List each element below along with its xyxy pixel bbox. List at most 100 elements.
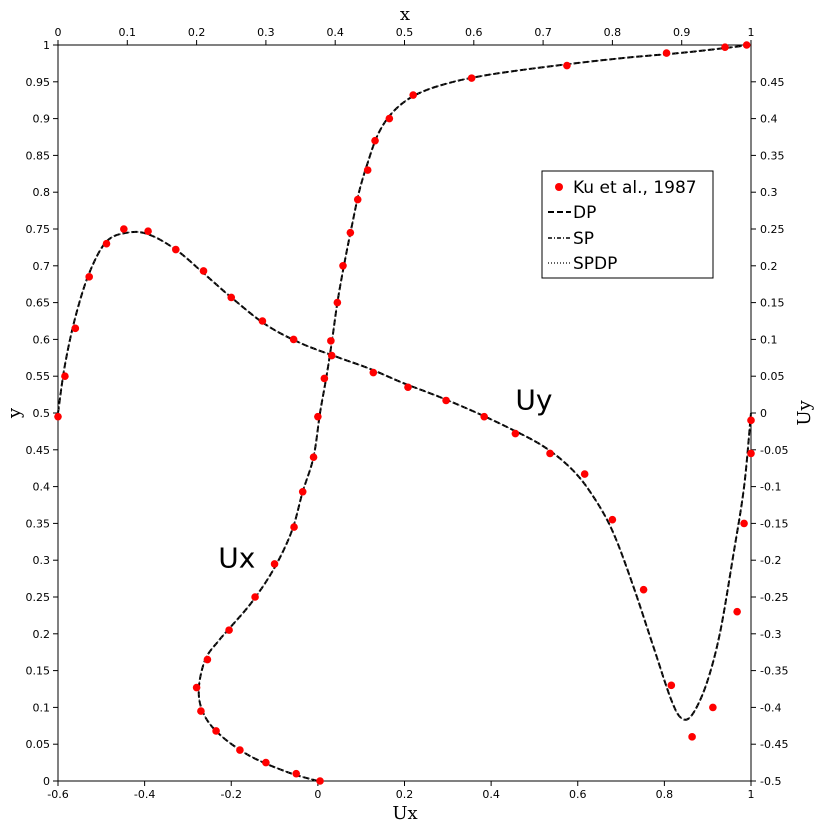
ux-reference-point [563,61,571,70]
top-tick-label: 0.6 [465,26,483,39]
left-tick-label: 0.25 [26,591,51,604]
ux-reference-point [298,487,307,496]
bottom-tick-label: -0.4 [134,788,155,801]
top-tick-label: 1 [748,26,755,39]
uy-curve-sp [57,231,752,721]
left-tick-label: 0.1 [33,701,51,714]
plot-frame [57,44,752,782]
uy-reference-point [144,227,152,236]
left-tick-label: 0.9 [33,113,51,126]
right-tick-label: -0.35 [760,665,788,678]
right-tick-label: 0.05 [760,370,785,383]
left-tick-label: 0 [43,775,50,788]
bottom-tick-label: -0.2 [221,788,242,801]
legend-label-sp: SP [573,229,594,249]
right-tick-label: -0.05 [760,444,788,457]
uy-reference-point [199,267,208,275]
uy-reference-point [102,239,111,248]
legend-label-dp: DP [573,203,596,223]
uy-reference-point [747,416,755,425]
right-tick-label: -0.15 [760,517,788,530]
ux-curve-sp [198,44,752,782]
bottom-ticks: -0.6 -0.4 -0.2 0 0.2 0.4 0.6 0.8 1 [47,781,755,801]
right-tick-label: -0.1 [760,481,781,494]
bottom-tick-label: 0.6 [569,788,587,801]
ux-curve-label: Ux [218,542,255,575]
ux-reference-point [292,769,301,778]
top-tick-label: 0 [55,26,62,39]
ux-reference-point [363,166,372,174]
ux-reference-point [270,560,279,568]
legend-label-spdp: SPDP [573,254,617,274]
uy-reference-point [740,519,748,528]
right-tick-label: 0.25 [760,223,785,236]
ux-reference-point [197,707,205,715]
top-tick-label: 0.8 [604,26,622,39]
y-axis-title-left: y [4,407,25,419]
left-tick-label: 0.2 [33,628,51,641]
left-tick-label: 0.15 [26,665,51,678]
uy-reference-point [747,449,755,458]
ux-reference-point [327,337,335,345]
ux-reference-point [721,43,729,52]
bottom-tick-label: 0.4 [482,788,500,801]
top-tick-label: 0.1 [119,26,137,39]
top-tick-label: 0.4 [326,26,344,39]
uy-reference-point [688,733,696,741]
uy-reference-point [404,383,412,392]
uy-reference-point [480,412,488,421]
right-tick-label: 0.35 [760,149,785,162]
legend-label-ku: Ku et al., 1987 [573,178,697,198]
left-tick-label: 0.8 [33,186,51,199]
left-tick-label: 0.65 [26,297,51,310]
ux-reference-point [742,41,751,49]
bottom-tick-label: 0.2 [396,788,414,801]
ux-reference-point [353,195,362,204]
right-tick-label: 0.2 [760,260,778,273]
uy-reference-point [61,372,69,381]
uy-reference-point [120,225,128,233]
left-tick-label: 0.4 [33,481,51,494]
top-tick-label: 0.7 [534,26,552,39]
ux-reference-point [662,49,671,57]
ux-reference-point [409,91,417,99]
uy-reference-point [580,470,589,478]
bottom-tick-label: 0 [314,788,321,801]
reference-points [54,41,755,785]
uy-reference-point [258,317,267,325]
right-tick-label: -0.45 [760,738,788,751]
top-tick-label: 0.9 [673,26,691,39]
right-tick-label: 0.45 [760,76,785,89]
bottom-tick-label: 1 [748,788,755,801]
left-tick-label: 0.35 [26,517,51,530]
uy-reference-point [546,449,554,458]
left-tick-label: 0.45 [26,444,51,457]
top-tick-label: 0.2 [188,26,206,39]
uy-reference-point [172,245,180,254]
legend: Ku et al., 1987 DP SP SPDP [541,170,714,279]
ux-reference-point [333,298,342,307]
right-tick-label: -0.4 [760,701,781,714]
left-tick-label: 0.5 [33,407,51,420]
left-tick-label: 1 [43,39,50,52]
ux-reference-point [309,453,318,461]
right-tick-label: -0.3 [760,628,781,641]
uy-reference-point [54,412,62,421]
bottom-tick-label: -0.6 [47,788,68,801]
y-axis-title-right: Uy [794,400,815,426]
ux-reference-point [225,626,233,634]
curves [57,44,752,782]
uy-reference-point [511,429,520,438]
ux-reference-point [346,228,355,237]
uy-curve-spdp [57,231,752,721]
left-ticks: 0 0.05 0.1 0.15 0.2 0.25 0.3 0.35 0.4 0.45 0.5 0.55… [26,39,58,788]
ux-reference-point [320,374,329,383]
right-tick-label: -0.25 [760,591,788,604]
uy-reference-point [71,324,80,333]
legend-marker-ku [555,183,563,191]
left-tick-label: 0.55 [26,370,51,383]
uy-reference-point [369,368,378,377]
ux-reference-point [203,655,212,664]
ux-curve-dp [197,44,752,782]
